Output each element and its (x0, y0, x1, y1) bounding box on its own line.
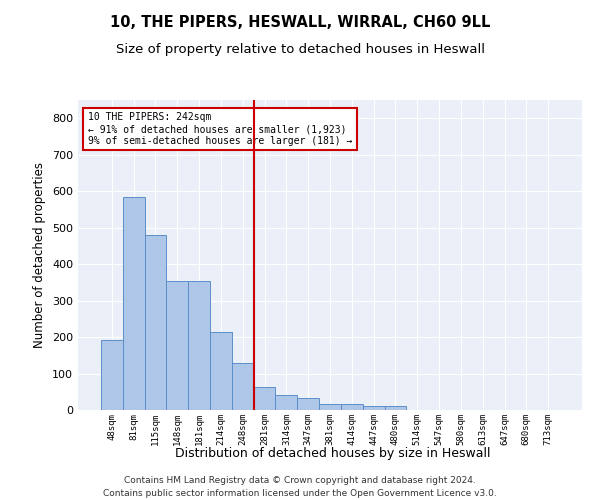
Bar (341, 404, 363, 410)
Bar (297, 398, 319, 410)
Bar (188, 282, 210, 410)
Text: 10, THE PIPERS, HESWALL, WIRRAL, CH60 9LL: 10, THE PIPERS, HESWALL, WIRRAL, CH60 9L… (110, 15, 490, 30)
Bar (319, 404, 341, 410)
Bar (254, 388, 275, 410)
Text: Contains public sector information licensed under the Open Government Licence v3: Contains public sector information licen… (103, 489, 497, 498)
Bar (101, 340, 123, 410)
Text: Contains HM Land Registry data © Crown copyright and database right 2024.: Contains HM Land Registry data © Crown c… (124, 476, 476, 485)
Text: Distribution of detached houses by size in Heswall: Distribution of detached houses by size … (175, 448, 491, 460)
Bar (210, 332, 232, 410)
Text: 10 THE PIPERS: 242sqm
← 91% of detached houses are smaller (1,923)
9% of semi-de: 10 THE PIPERS: 242sqm ← 91% of detached … (88, 112, 352, 146)
Bar (275, 396, 297, 410)
Bar (166, 282, 188, 410)
Bar (145, 235, 166, 410)
Bar (123, 196, 145, 410)
Text: Size of property relative to detached houses in Heswall: Size of property relative to detached ho… (115, 42, 485, 56)
Bar (363, 406, 385, 410)
Y-axis label: Number of detached properties: Number of detached properties (34, 162, 46, 348)
Bar (232, 362, 254, 410)
Bar (385, 406, 406, 410)
